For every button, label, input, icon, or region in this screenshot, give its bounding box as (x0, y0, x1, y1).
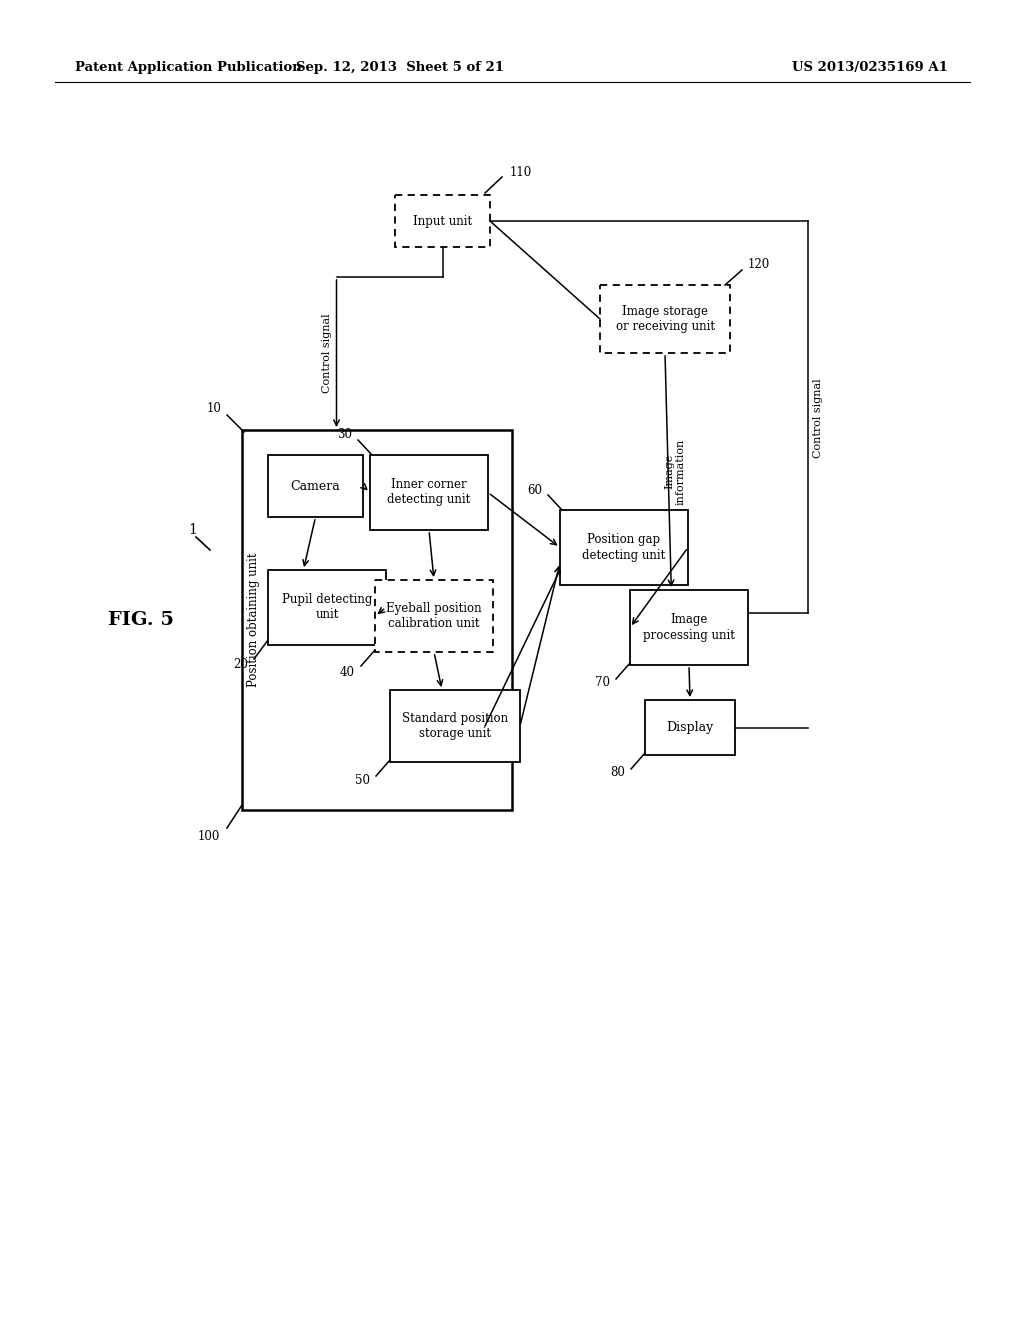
Text: FIG. 5: FIG. 5 (108, 611, 174, 630)
Text: Control signal: Control signal (813, 379, 823, 458)
Text: 70: 70 (595, 676, 610, 689)
Text: 120: 120 (748, 259, 770, 272)
Text: Image storage
or receiving unit: Image storage or receiving unit (615, 305, 715, 333)
Bar (242, 430, 512, 810)
Text: US 2013/0235169 A1: US 2013/0235169 A1 (792, 62, 948, 74)
Text: 20: 20 (233, 659, 248, 672)
Text: Image
information: Image information (665, 438, 686, 504)
Bar (645, 700, 735, 755)
Text: Input unit: Input unit (413, 214, 472, 227)
Text: Pupil detecting
unit: Pupil detecting unit (282, 594, 372, 622)
Text: Position gap
detecting unit: Position gap detecting unit (583, 533, 666, 561)
Text: Position obtaining unit: Position obtaining unit (248, 553, 260, 688)
Text: 40: 40 (340, 665, 355, 678)
Bar (395, 195, 490, 247)
Text: Sep. 12, 2013  Sheet 5 of 21: Sep. 12, 2013 Sheet 5 of 21 (296, 62, 504, 74)
Text: Standard position
storage unit: Standard position storage unit (402, 711, 508, 741)
Bar (268, 455, 362, 517)
Text: 80: 80 (610, 767, 625, 780)
Text: 50: 50 (355, 774, 370, 787)
Bar (560, 510, 688, 585)
Text: 110: 110 (510, 166, 532, 180)
Text: Inner corner
detecting unit: Inner corner detecting unit (387, 479, 471, 507)
Text: 60: 60 (527, 483, 542, 496)
Text: 30: 30 (337, 429, 352, 441)
Text: 1: 1 (188, 523, 197, 537)
Bar (390, 690, 520, 762)
Bar (375, 579, 493, 652)
Bar (370, 455, 488, 531)
Text: Patent Application Publication: Patent Application Publication (75, 62, 302, 74)
Bar (268, 570, 386, 645)
Text: 100: 100 (198, 829, 220, 842)
Text: 10: 10 (207, 401, 222, 414)
Bar (600, 285, 730, 352)
Text: Camera: Camera (291, 479, 340, 492)
Text: Display: Display (667, 721, 714, 734)
Text: Eyeball position
calibration unit: Eyeball position calibration unit (386, 602, 482, 630)
Bar (630, 590, 748, 665)
Text: Control signal: Control signal (322, 314, 332, 393)
Text: Image
processing unit: Image processing unit (643, 614, 735, 642)
